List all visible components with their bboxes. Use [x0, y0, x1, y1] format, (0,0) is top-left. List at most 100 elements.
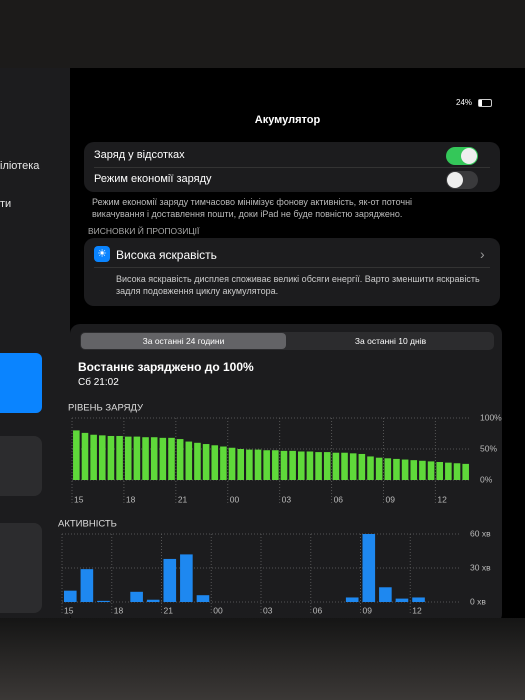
bezel-top	[0, 0, 525, 72]
last-charged-time: Сб 21:02	[78, 377, 119, 388]
sidebar-group	[0, 523, 42, 613]
x-tick-label: 03	[263, 605, 273, 615]
x-tick-label: 03	[282, 494, 292, 504]
battery-icon	[478, 99, 492, 107]
x-tick-label: 18	[114, 605, 124, 615]
y-tick-label: 100%	[480, 412, 502, 422]
bar	[237, 449, 245, 480]
bar	[97, 600, 110, 602]
bar	[228, 447, 236, 480]
bar	[445, 462, 452, 480]
bar	[367, 456, 374, 480]
sidebar-selected	[0, 353, 42, 413]
toggle-label: Режим економії заряду	[94, 173, 212, 185]
bar	[401, 459, 409, 480]
bar	[332, 452, 340, 480]
y-tick-label: 0%	[480, 474, 493, 484]
bar	[362, 534, 376, 602]
bar	[150, 437, 158, 480]
bar	[194, 442, 201, 480]
toggle-knob	[461, 148, 477, 164]
sidebar-item[interactable]: ти	[0, 198, 12, 210]
bar	[133, 436, 141, 480]
sidebar-group	[0, 436, 42, 496]
bar	[395, 598, 409, 602]
bar	[180, 554, 193, 602]
bar	[163, 558, 177, 602]
bar	[146, 599, 160, 602]
bar	[453, 463, 461, 480]
bar	[384, 458, 392, 480]
x-tick-label: 00	[213, 605, 223, 615]
segmented-control: За останні 24 години За останні 10 днів	[80, 332, 494, 350]
bar	[159, 437, 167, 480]
bar	[202, 444, 210, 480]
x-tick-label: 00	[230, 494, 240, 504]
y-tick-label: 50%	[480, 443, 497, 453]
brightness-icon: ☀	[94, 246, 110, 262]
bar	[306, 451, 314, 480]
bar	[427, 461, 435, 480]
bar	[168, 437, 175, 480]
toggles-card: Заряд у відсотках Режим економії заряду	[84, 142, 500, 192]
x-tick-label: 09	[363, 605, 373, 615]
bar	[196, 595, 210, 602]
page-title: Акумулятор	[254, 114, 321, 126]
section-heading: ВИСНОВКИ Й ПРОПОЗИЦІЇ	[88, 226, 200, 236]
battery-fill	[479, 100, 482, 106]
bar	[107, 435, 115, 480]
low-power-note: Режим економії заряду тимчасово мінімізу…	[92, 197, 413, 219]
insight-text: Висока яскравість дисплея споживає велик…	[116, 274, 480, 296]
bar	[80, 569, 94, 602]
charts: РІВЕНЬ ЗАРЯДУ 0% 50% 100% 15 18 21 00 03 06 09 12 АК…	[58, 403, 502, 616]
sidebar: іліотека ти	[0, 68, 70, 620]
segment[interactable]: За останні 10 днів	[354, 336, 427, 346]
bar	[323, 452, 331, 480]
y-tick-label: 30 хв	[470, 562, 491, 572]
bar	[280, 450, 288, 480]
insight-title: Висока яскравість	[116, 248, 217, 262]
bar	[393, 458, 400, 480]
bar	[220, 446, 227, 480]
bar	[315, 452, 322, 480]
bar	[358, 453, 366, 480]
toggle[interactable]	[446, 171, 478, 189]
x-tick-label: 15	[74, 494, 84, 504]
bar	[345, 597, 359, 602]
bar	[263, 450, 270, 480]
chart-title: АКТИВНІСТЬ	[58, 519, 117, 530]
toggle-knob	[447, 172, 463, 188]
bar	[185, 441, 193, 480]
bar	[81, 432, 89, 480]
x-tick-label: 21	[178, 494, 188, 504]
x-tick-label: 12	[412, 605, 422, 615]
toggle[interactable]	[446, 147, 478, 165]
bar	[341, 452, 348, 480]
bar	[272, 450, 279, 480]
x-tick-label: 06	[313, 605, 323, 615]
y-tick-label: 60 хв	[470, 528, 491, 538]
bar	[254, 449, 262, 480]
bar	[289, 450, 296, 480]
bezel-bottom	[0, 618, 525, 700]
insight-card[interactable]: ☀ Висока яскравість › Висока яскравість …	[84, 238, 500, 306]
bar	[462, 463, 469, 480]
sidebar-item[interactable]: іліотека	[0, 160, 40, 172]
bar	[116, 435, 123, 480]
bar	[63, 590, 77, 602]
toggle-label: Заряд у відсотках	[94, 149, 185, 161]
bar	[246, 449, 253, 480]
x-tick-label: 06	[334, 494, 344, 504]
bar	[410, 460, 418, 480]
segment[interactable]: За останні 24 години	[81, 333, 286, 349]
x-tick-label: 15	[64, 605, 74, 615]
bar	[142, 437, 149, 480]
bar	[349, 453, 357, 480]
bar	[176, 439, 184, 480]
battery-status: 24%	[456, 98, 473, 107]
x-tick-label: 12	[437, 494, 447, 504]
x-tick-label: 09	[385, 494, 395, 504]
x-tick-label: 21	[164, 605, 174, 615]
bar	[98, 435, 106, 480]
